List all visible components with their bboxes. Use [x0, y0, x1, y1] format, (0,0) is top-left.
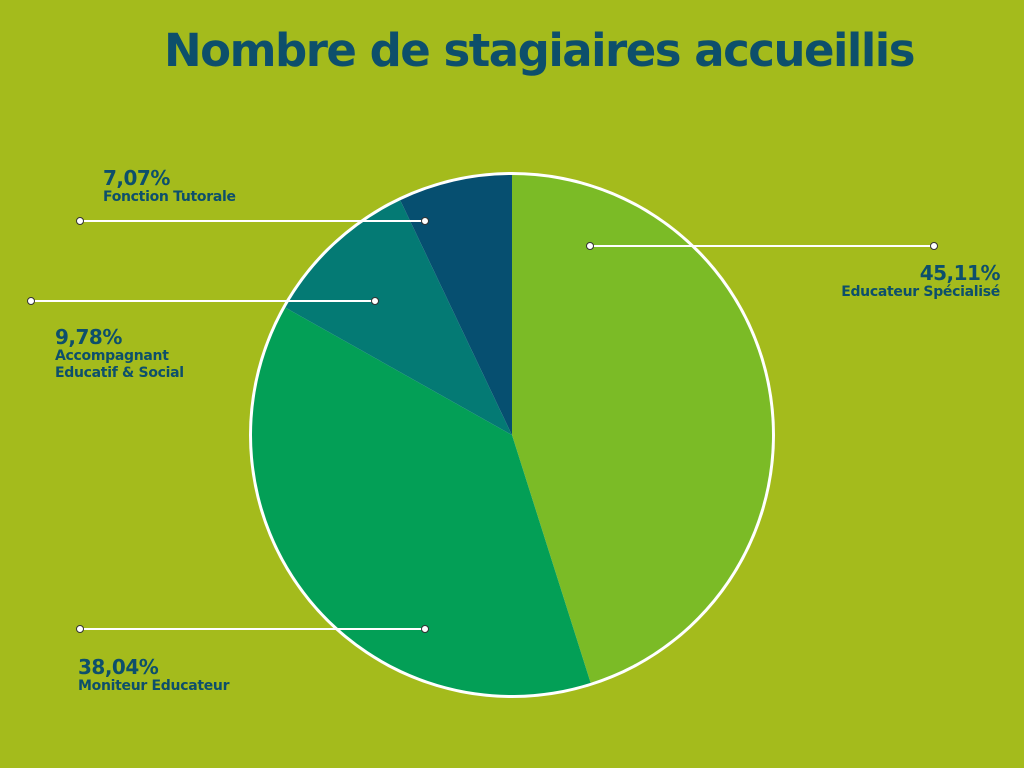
slice-name: Accompagnant Educatif & Social: [55, 348, 184, 381]
leader-line-0: [586, 242, 938, 250]
pie-slice-0: [512, 175, 772, 683]
leader-line-1: [76, 625, 429, 633]
pie-slice-1: [251, 307, 591, 695]
slice-percent: 7,07%: [103, 166, 170, 190]
leader-line-2: [27, 297, 379, 305]
label-educateur-specialise: 45,11% Educateur Spécialisé: [841, 262, 1000, 301]
pie-slice-3: [400, 175, 512, 435]
label-accompagnant-educatif-social: 9,78% Accompagnant Educatif & Social: [55, 326, 225, 382]
label-fonction-tutorale: 7,07% Fonction Tutorale: [103, 167, 236, 206]
leader-line-3: [76, 217, 429, 225]
label-moniteur-educateur: 38,04% Moniteur Educateur: [78, 655, 230, 695]
slice-percent: 38,04%: [78, 655, 159, 679]
slice-percent: 9,78%: [55, 325, 122, 349]
slice-percent: 45,11%: [919, 261, 1001, 285]
slice-name: Moniteur Educateur: [78, 678, 230, 694]
pie-slice-2: [285, 200, 512, 435]
chart-title: Nombre de stagiaires accueillis: [164, 24, 915, 77]
slice-name: Fonction Tutorale: [103, 189, 236, 205]
slice-name: Educateur Spécialisé: [841, 284, 1000, 300]
